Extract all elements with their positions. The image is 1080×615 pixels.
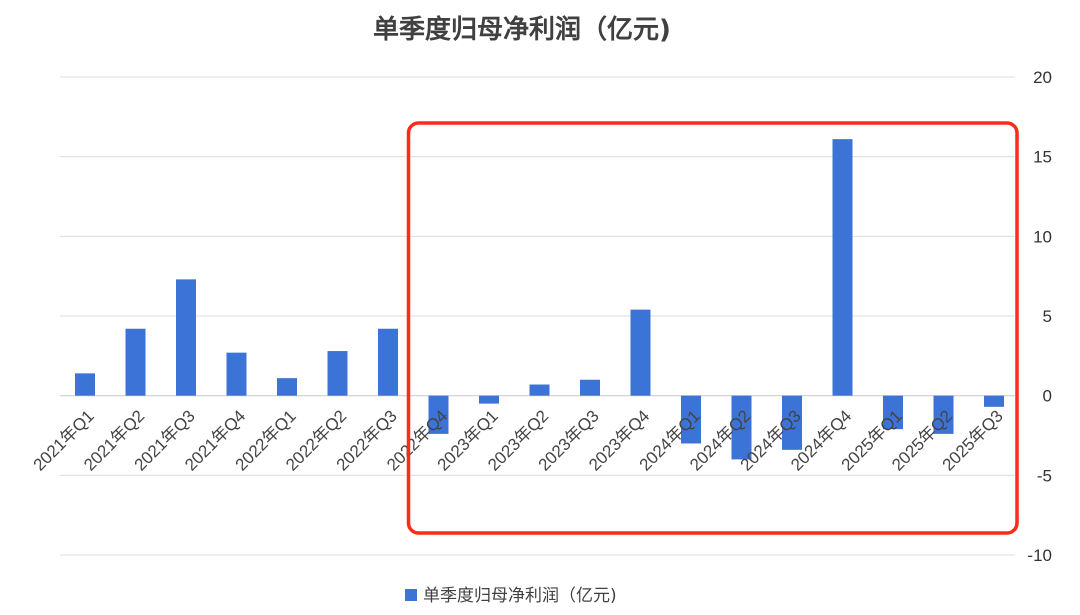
bar (630, 309, 651, 396)
y-tick-label: 5 (1043, 307, 1052, 326)
bar (125, 328, 146, 396)
bar (832, 139, 853, 396)
legend-swatch (405, 589, 417, 601)
bar (782, 395, 802, 450)
bar (277, 378, 297, 396)
legend: 单季度归母净利润（亿元) (405, 586, 617, 606)
gridlines (60, 76, 1015, 556)
bar (580, 379, 600, 396)
legend-label: 单季度归母净利润（亿元) (423, 586, 617, 606)
bar (933, 395, 954, 434)
bar (883, 395, 903, 430)
y-tick-label: 15 (1033, 148, 1052, 167)
y-tick-label: 0 (1043, 387, 1052, 406)
bar (731, 395, 752, 460)
chart-title: 单季度归母净利润（亿元) (373, 14, 671, 45)
bar (327, 351, 348, 396)
highlight-box (406, 121, 1019, 535)
y-tick-label: -10 (1027, 546, 1052, 565)
bar (984, 395, 1004, 407)
y-tick-label: 10 (1033, 227, 1052, 246)
y-axis: -10 -5 0 5 10 15 20 (1027, 68, 1052, 565)
x-axis: 2021年Q12021年Q22021年Q32021年Q42022年Q12022年… (30, 406, 1007, 474)
bar (378, 328, 398, 396)
bar (428, 395, 449, 434)
y-tick-label: 20 (1033, 68, 1052, 87)
bar (176, 279, 196, 396)
bar (75, 373, 95, 396)
y-tick-label: -5 (1037, 466, 1052, 485)
bar (529, 384, 550, 396)
bar (681, 395, 701, 444)
bars (75, 139, 1004, 460)
bar (226, 352, 247, 396)
bar (479, 395, 499, 404)
